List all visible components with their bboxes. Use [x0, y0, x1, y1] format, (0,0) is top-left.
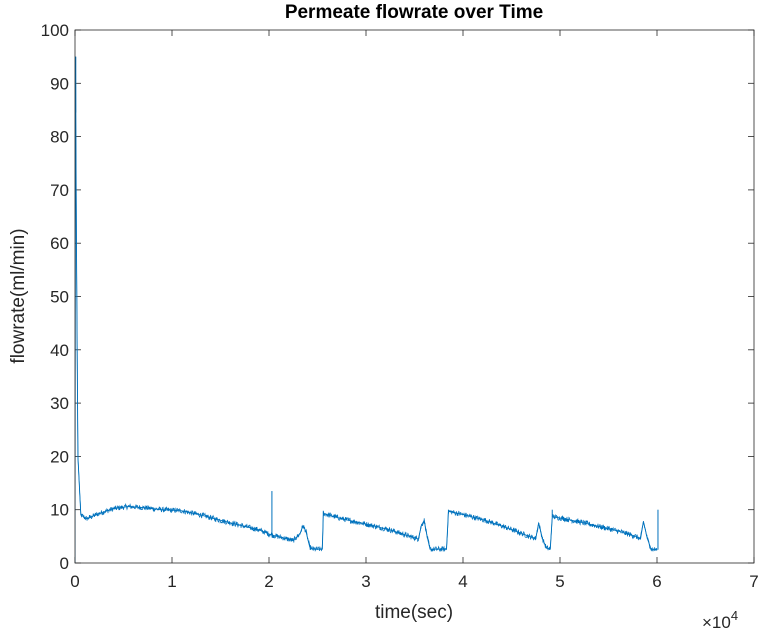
y-axis-ticks: 0 10 20 30 40 50 60 70 80 90 100 [41, 21, 754, 573]
y-tick-label: 0 [60, 554, 69, 573]
x-axis-ticks: 0 1 2 3 4 5 6 7 [70, 30, 759, 591]
x-tick-label: 5 [555, 572, 564, 591]
series-line [75, 112, 658, 563]
y-tick-label: 80 [50, 128, 69, 147]
y-tick-label: 90 [50, 74, 69, 93]
x-exponent-base: ×10 [702, 613, 731, 630]
x-tick-label: 0 [70, 572, 79, 591]
x-tick-label: 4 [458, 572, 467, 591]
x-tick-label: 1 [167, 572, 176, 591]
x-exponent-label: ×104 [702, 608, 738, 630]
x-exponent-power: 4 [731, 608, 738, 623]
plot-area [75, 56, 659, 563]
series-trend-line [75, 56, 658, 563]
x-tick-label: 2 [264, 572, 273, 591]
y-tick-label: 40 [50, 341, 69, 360]
x-axis-label: time(sec) [375, 602, 453, 623]
y-tick-label: 70 [50, 181, 69, 200]
x-tick-label: 3 [361, 572, 370, 591]
y-tick-label: 10 [50, 501, 69, 520]
axes-box [74, 29, 755, 564]
y-tick-label: 60 [50, 234, 69, 253]
y-axis-label: flowrate(ml/min) [8, 228, 29, 363]
y-tick-label: 20 [50, 447, 69, 466]
chart-title: Permeate flowrate over Time [285, 2, 543, 23]
y-tick-label: 30 [50, 394, 69, 413]
y-tick-label: 100 [41, 21, 69, 40]
y-tick-label: 50 [50, 288, 69, 307]
x-tick-label: 6 [652, 572, 661, 591]
x-tick-label: 7 [749, 572, 758, 591]
